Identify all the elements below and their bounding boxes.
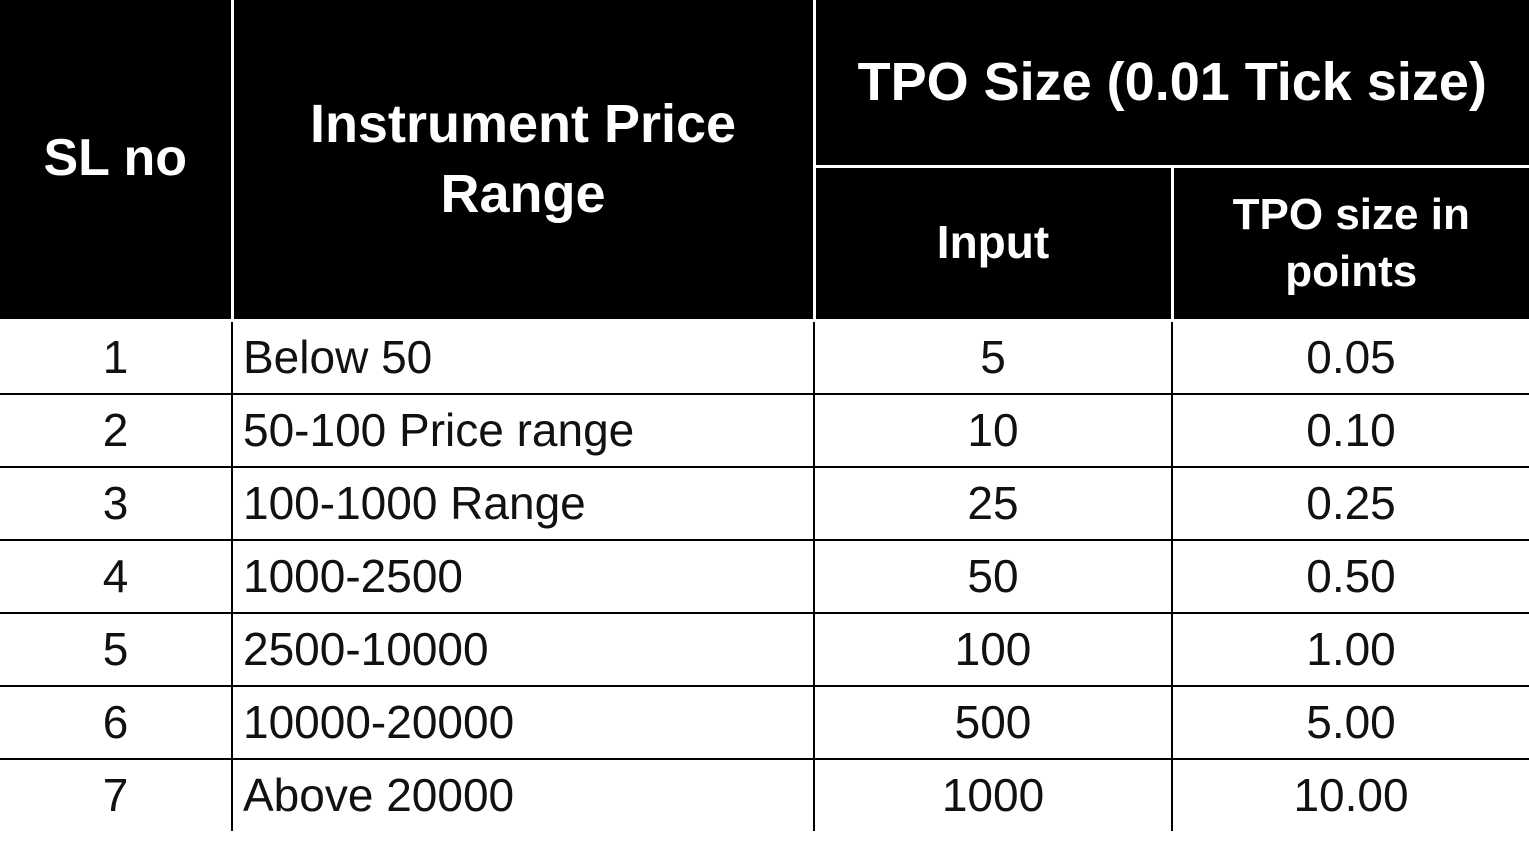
table-cell: 10000-20000	[231, 684, 815, 760]
table-cell: 7	[0, 757, 233, 831]
table-cell: 10.00	[1171, 757, 1529, 831]
table-cell: 100	[813, 611, 1173, 687]
header-cell: Instrument Price Range	[230, 0, 816, 322]
table-row: 3 100-1000 Range 25 0.25	[0, 465, 1529, 541]
table-cell: 5	[0, 611, 233, 687]
table-cell: 4	[0, 538, 233, 614]
table-cell: Below 50	[231, 319, 815, 395]
header-cell: TPO Size (0.01 Tick size)	[812, 0, 1529, 168]
table-row: 4 1000-2500 50 0.50	[0, 538, 1529, 614]
table-cell: 2500-10000	[231, 611, 815, 687]
table-cell: 0.05	[1171, 319, 1529, 395]
table-cell: 1.00	[1171, 611, 1529, 687]
table-row: 2 50-100 Price range 10 0.10	[0, 392, 1529, 468]
table-cell: 10	[813, 392, 1173, 468]
table-body: 1 Below 50 5 0.05 2 50-100 Price range 10 0.10 3…	[0, 319, 1529, 831]
table-cell: 1000	[813, 757, 1173, 831]
table-cell: 6	[0, 684, 233, 760]
table-row: 7 Above 20000 1000 10.00	[0, 757, 1529, 831]
table-cell: 50	[813, 538, 1173, 614]
table-cell: 1	[0, 319, 233, 395]
header-cell: Input	[812, 166, 1174, 322]
table-cell: 5	[813, 319, 1173, 395]
table-cell: 3	[0, 465, 233, 541]
table-cell: 1000-2500	[231, 538, 815, 614]
table-row: 1 Below 50 5 0.05	[0, 319, 1529, 395]
table-cell: 500	[813, 684, 1173, 760]
table-row: 6 10000-20000 500 5.00	[0, 684, 1529, 760]
table-row: 5 2500-10000 100 1.00	[0, 611, 1529, 687]
table-cell: 2	[0, 392, 233, 468]
table-cell: 25	[813, 465, 1173, 541]
table-cell: 0.25	[1171, 465, 1529, 541]
header-cell: SL no	[0, 0, 234, 322]
table-cell: 50-100 Price range	[231, 392, 815, 468]
table-cell: 5.00	[1171, 684, 1529, 760]
header-cell: TPO size in points	[1170, 166, 1529, 322]
table-cell: 100-1000 Range	[231, 465, 815, 541]
table-cell: Above 20000	[231, 757, 815, 831]
table-cell: 0.50	[1171, 538, 1529, 614]
table-cell: 0.10	[1171, 392, 1529, 468]
